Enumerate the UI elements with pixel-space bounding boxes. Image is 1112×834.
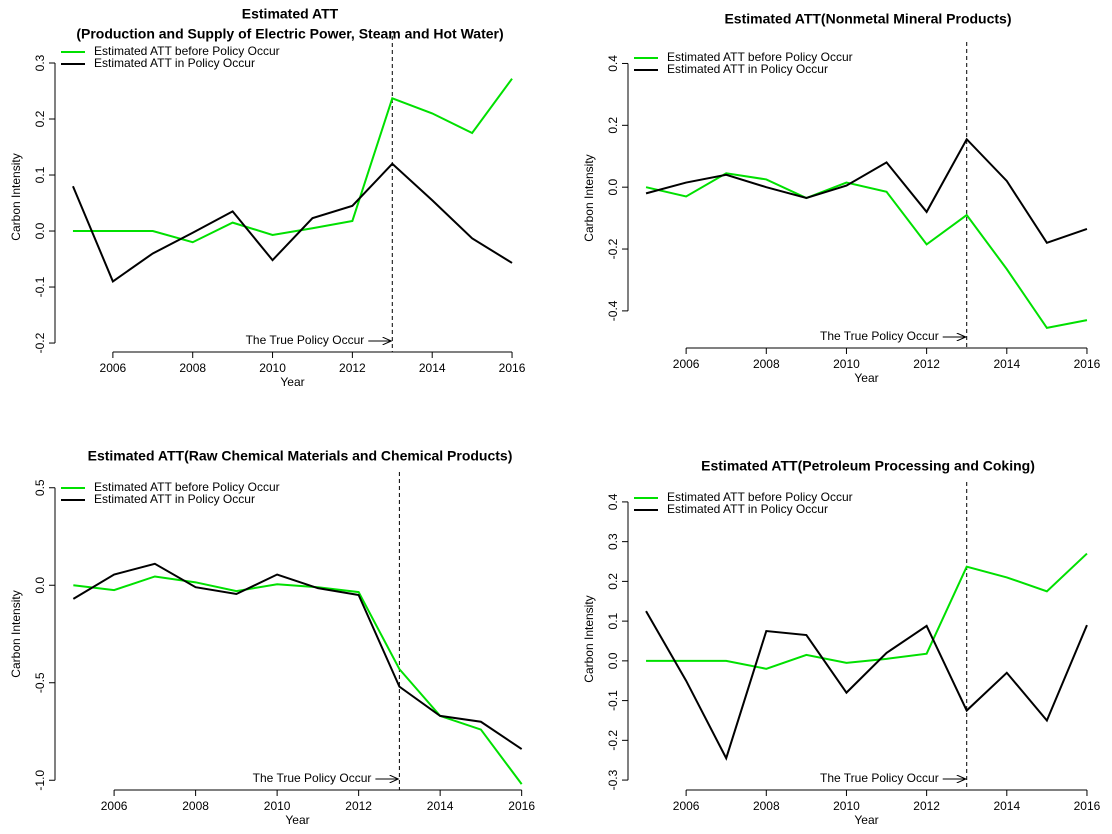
y-tick-label: 0.0 [33, 577, 47, 594]
annotation: The True Policy Occur [246, 333, 365, 347]
y-tick-label: -0.1 [606, 690, 620, 711]
series-line [645, 137, 1088, 245]
series-line [645, 610, 1088, 761]
annotation: The True Policy Occur [820, 771, 939, 785]
legend-label: Estimated ATT in Policy Occur [667, 502, 828, 516]
legend-label: Estimated ATT before Policy Occur [94, 44, 280, 58]
y-tick-label: 0.2 [606, 573, 620, 590]
x-axis-label: Year [854, 813, 878, 827]
chart-subtitle: (Production and Supply of Electric Power… [76, 26, 503, 42]
x-tick-label: 2010 [264, 799, 291, 813]
x-tick-label: 2012 [913, 357, 940, 371]
y-tick-label: 0.3 [606, 533, 620, 550]
y-tick-label: 0.5 [33, 479, 47, 496]
x-axis-label: Year [854, 371, 878, 385]
x-tick-label: 2014 [993, 357, 1020, 371]
panel: Estimated ATT(Petroleum Processing and C… [582, 458, 1100, 827]
y-tick-label: 0.0 [606, 179, 620, 196]
y-tick-label: -0.1 [33, 276, 47, 297]
series-line [72, 162, 513, 283]
chart-title: Estimated ATT(Raw Chemical Materials and… [88, 448, 513, 464]
x-tick-label: 2008 [753, 357, 780, 371]
x-tick-label: 2008 [179, 361, 206, 375]
y-tick-label: -0.2 [606, 730, 620, 751]
x-tick-label: 2012 [345, 799, 372, 813]
legend-label: Estimated ATT in Policy Occur [667, 62, 828, 76]
y-tick-label: -0.2 [33, 332, 47, 353]
y-tick-label: 0.0 [606, 652, 620, 669]
x-tick-label: 2006 [673, 799, 700, 813]
x-tick-label: 2006 [100, 361, 127, 375]
series-line [72, 562, 523, 750]
y-tick-label: 0.4 [606, 55, 620, 72]
y-axis-label: Carbon Intensity [9, 590, 23, 677]
x-axis-label: Year [280, 375, 304, 389]
x-tick-label: 2008 [182, 799, 209, 813]
series-line [72, 78, 513, 244]
legend-label: Estimated ATT before Policy Occur [667, 50, 853, 64]
y-tick-label: -0.5 [33, 672, 47, 693]
y-tick-label: -0.4 [606, 300, 620, 321]
x-tick-label: 2008 [753, 799, 780, 813]
y-tick-label: 0.2 [606, 117, 620, 134]
y-tick-label: 0.3 [33, 54, 47, 71]
x-tick-label: 2006 [101, 799, 128, 813]
y-tick-label: -0.3 [606, 769, 620, 790]
y-tick-label: 0.0 [33, 222, 47, 239]
chart-title: Estimated ATT [242, 6, 339, 22]
x-tick-label: 2016 [1074, 799, 1101, 813]
panel: Estimated ATT(Raw Chemical Materials and… [9, 448, 535, 827]
series-line [646, 552, 1088, 670]
y-axis-label: Carbon Intensity [582, 595, 596, 682]
y-axis-label: Carbon Intensity [9, 153, 23, 240]
x-tick-label: 2010 [833, 799, 860, 813]
y-tick-label: -0.2 [606, 238, 620, 259]
y-tick-label: 0.1 [606, 612, 620, 629]
x-tick-label: 2016 [508, 799, 535, 813]
y-tick-label: 0.4 [606, 493, 620, 510]
x-tick-label: 2014 [419, 361, 446, 375]
x-tick-label: 2016 [499, 361, 526, 375]
panel: Estimated ATT (Production and Supply of E… [9, 6, 526, 389]
x-tick-label: 2006 [673, 357, 700, 371]
y-tick-label: -1.0 [33, 770, 47, 791]
x-axis-label: Year [285, 813, 309, 827]
y-tick-label: 0.1 [33, 166, 47, 183]
x-tick-label: 2016 [1074, 357, 1101, 371]
x-tick-label: 2014 [427, 799, 454, 813]
legend-label: Estimated ATT before Policy Occur [94, 480, 280, 494]
legend-label: Estimated ATT in Policy Occur [94, 56, 255, 70]
legend-label: Estimated ATT before Policy Occur [667, 490, 853, 504]
chart-title: Estimated ATT(Petroleum Processing and C… [701, 458, 1035, 474]
x-tick-label: 2014 [993, 799, 1020, 813]
annotation: The True Policy Occur [253, 771, 372, 785]
series-line [645, 172, 1088, 330]
series-line [73, 575, 523, 785]
y-tick-label: 0.2 [33, 110, 47, 127]
y-axis-label: Carbon Intensity [582, 154, 596, 241]
annotation: The True Policy Occur [820, 329, 939, 343]
x-tick-label: 2010 [833, 357, 860, 371]
x-tick-label: 2010 [259, 361, 286, 375]
chart-title: Estimated ATT(Nonmetal Mineral Products) [724, 11, 1011, 27]
x-tick-label: 2012 [339, 361, 366, 375]
panel: Estimated ATT(Nonmetal Mineral Products)… [582, 11, 1100, 385]
legend-label: Estimated ATT in Policy Occur [94, 492, 255, 506]
x-tick-label: 2012 [913, 799, 940, 813]
